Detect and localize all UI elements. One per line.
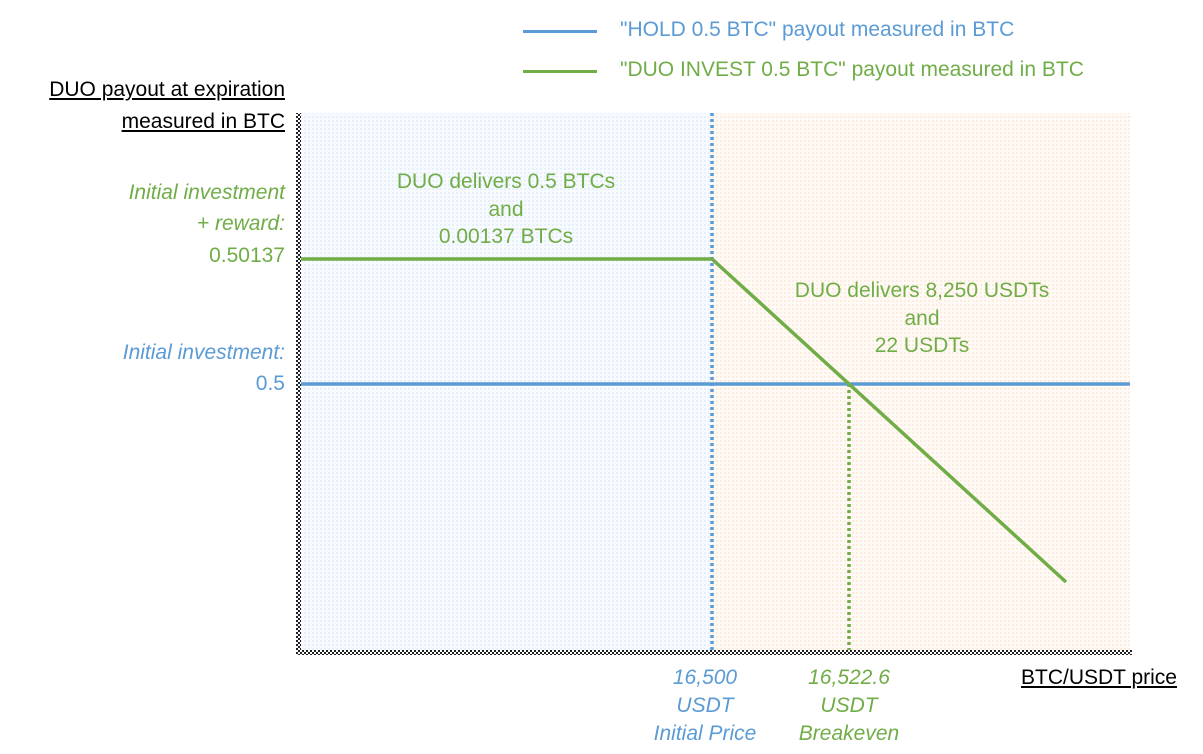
region-left-background xyxy=(300,113,712,650)
y-axis-title-line1: DUO payout at expiration xyxy=(49,78,285,101)
left-region-line-1: DUO delivers 0.5 BTCs xyxy=(396,170,616,193)
legend-line-duo xyxy=(523,70,597,73)
series-duo-slope xyxy=(710,257,1068,584)
right-region-line-3: 22 USDTs xyxy=(874,334,970,357)
right-region-line-2: and xyxy=(904,306,940,330)
y-axis xyxy=(296,113,301,655)
x-label-initial-price-value: 16,500 xyxy=(672,666,738,689)
left-region-line-3: 0.00137 BTCs xyxy=(438,225,574,248)
y-label-initial-value: 0.5 xyxy=(255,372,285,395)
y-label-reward-caption-1: Initial investment xyxy=(128,181,285,204)
y-label-reward-caption-2: + reward: xyxy=(196,212,285,235)
y-axis-title-line2: measured in BTC xyxy=(121,110,285,133)
legend-label-duo: "DUO INVEST 0.5 BTC" payout measured in … xyxy=(620,58,1084,81)
right-region-line-1: DUO delivers 8,250 USDTs xyxy=(794,279,1050,302)
x-axis xyxy=(296,650,1132,655)
x-label-breakeven-unit: USDT xyxy=(820,694,878,717)
y-label-initial-caption: Initial investment: xyxy=(122,341,285,364)
x-label-breakeven-caption: Breakeven xyxy=(798,722,900,745)
left-region-line-2: and xyxy=(488,197,524,221)
x-axis-title: BTC/USDT price xyxy=(1021,666,1177,689)
x-label-initial-price-caption: Initial Price xyxy=(653,722,757,745)
right-region-text: DUO delivers 8,250 USDTs and 22 USDTs xyxy=(795,277,1049,360)
y-label-reward-value: 0.50137 xyxy=(209,244,285,267)
legend-label-hold: "HOLD 0.5 BTC" payout measured in BTC xyxy=(620,18,1015,41)
x-label-breakeven-value: 16,522.6 xyxy=(808,666,890,689)
x-label-breakeven: 16,522.6 USDT Breakeven xyxy=(799,664,899,748)
x-label-initial-price-unit: USDT xyxy=(676,694,734,717)
region-right-background xyxy=(712,113,1130,650)
left-region-text: DUO delivers 0.5 BTCs and 0.00137 BTCs xyxy=(397,168,615,251)
legend-line-hold xyxy=(523,30,597,33)
x-label-initial-price: 16,500 USDT Initial Price xyxy=(654,664,757,748)
